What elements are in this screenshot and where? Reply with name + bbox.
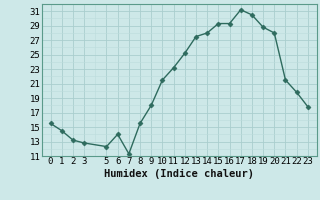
- X-axis label: Humidex (Indice chaleur): Humidex (Indice chaleur): [104, 169, 254, 179]
